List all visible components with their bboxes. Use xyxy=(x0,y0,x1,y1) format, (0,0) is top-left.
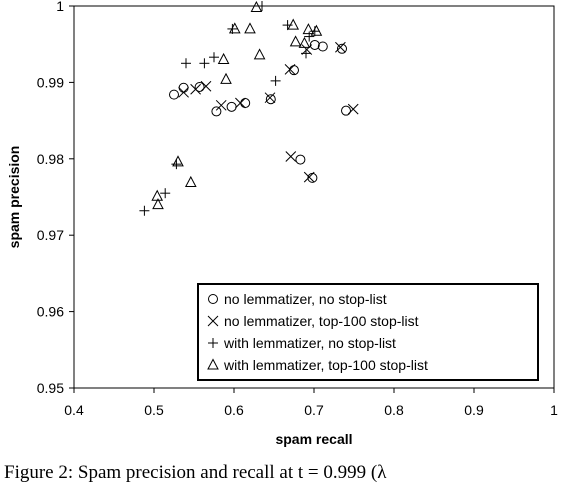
plus-point xyxy=(282,20,293,31)
legend-box xyxy=(197,283,539,381)
x-tick-label: 0.6 xyxy=(224,402,244,418)
plus-point xyxy=(209,52,219,63)
x-point xyxy=(285,151,297,162)
circle-point xyxy=(295,154,306,165)
x-point xyxy=(303,171,315,183)
triangle-point xyxy=(172,155,184,167)
y-tick-label: 0.98 xyxy=(37,151,64,167)
x-axis: 0.4 0.5 0.6 0.7 0.8 0.9 1 xyxy=(64,388,558,418)
plus-point xyxy=(270,75,281,86)
y-axis-title: spam precision xyxy=(6,146,22,249)
circle-point xyxy=(307,172,318,183)
plus-point xyxy=(171,159,182,170)
triangle-point xyxy=(220,72,232,84)
circle-point xyxy=(211,106,222,117)
triangle-point xyxy=(228,22,241,34)
y-tick-label: 0.96 xyxy=(37,304,64,320)
legend-label: no lemmatizer, no stop-list xyxy=(224,291,387,307)
x-point xyxy=(347,103,359,115)
scatter-chart: 0.95 0.96 0.97 0.98 0.99 1 0.4 0.5 0.6 0.7 0.8 0.9… xyxy=(6,0,558,447)
legend-marker-plus xyxy=(208,338,218,348)
circle-point xyxy=(317,41,328,52)
circle-point xyxy=(265,94,276,105)
triangle-point xyxy=(310,24,323,36)
triangle-point xyxy=(302,23,315,35)
circle-point xyxy=(226,101,237,112)
legend-label: with lemmatizer, no stop-list xyxy=(223,335,396,351)
circle-point xyxy=(194,81,205,92)
triangle-point xyxy=(152,198,164,210)
x-point xyxy=(200,80,212,92)
circle-point xyxy=(169,89,179,100)
plus-point xyxy=(199,58,210,69)
triangle-point xyxy=(244,22,256,34)
y-tick-label: 1 xyxy=(56,0,64,14)
plus-point xyxy=(160,188,171,199)
legend-marker-x xyxy=(207,315,219,327)
x-tick-label: 0.4 xyxy=(64,402,84,418)
circle-point xyxy=(337,43,347,54)
x-tick-label: 0.5 xyxy=(144,402,164,418)
legend: no lemmatizer, no stop-list no lemmatizer… xyxy=(197,283,539,381)
triangle-point xyxy=(151,189,164,201)
x-point xyxy=(190,83,201,95)
triangle-point xyxy=(289,35,302,47)
y-tick-label: 0.99 xyxy=(37,74,64,90)
plus-point xyxy=(181,58,191,69)
x-point xyxy=(335,41,346,53)
x-point xyxy=(264,92,276,104)
x-axis-title: spam recall xyxy=(275,431,352,447)
circle-point xyxy=(341,105,351,116)
circle-point xyxy=(240,98,251,109)
x-tick-label: 0.8 xyxy=(384,402,404,418)
figure-caption: Figure 2: Spam precision and recall at t… xyxy=(4,462,387,483)
x-point xyxy=(178,86,189,98)
circle-point xyxy=(309,39,320,50)
plus-point xyxy=(301,48,311,59)
triangle-point xyxy=(250,0,263,13)
x-point xyxy=(235,97,246,109)
triangle-point xyxy=(298,36,311,48)
legend-label: no lemmatizer, top-100 stop-list xyxy=(224,313,419,329)
x-tick-label: 0.9 xyxy=(464,402,484,418)
circle-point xyxy=(178,82,189,93)
triangle-point xyxy=(184,175,197,187)
legend-marker-circle xyxy=(208,294,218,304)
data-points xyxy=(139,0,359,216)
triangle-point xyxy=(217,52,230,64)
x-tick-label: 1 xyxy=(550,402,558,418)
y-tick-label: 0.95 xyxy=(37,380,64,396)
legend-label: with lemmatizer, top-100 stop-list xyxy=(223,357,428,373)
plus-point xyxy=(139,205,150,216)
triangle-point xyxy=(253,48,266,60)
legend-marker-triangle xyxy=(207,358,219,370)
x-tick-label: 0.7 xyxy=(304,402,324,418)
y-axis: 0.95 0.96 0.97 0.98 0.99 1 xyxy=(37,0,74,396)
x-point xyxy=(284,64,296,75)
y-tick-label: 0.97 xyxy=(37,227,64,243)
x-point xyxy=(215,99,227,111)
triangle-point xyxy=(287,18,300,30)
